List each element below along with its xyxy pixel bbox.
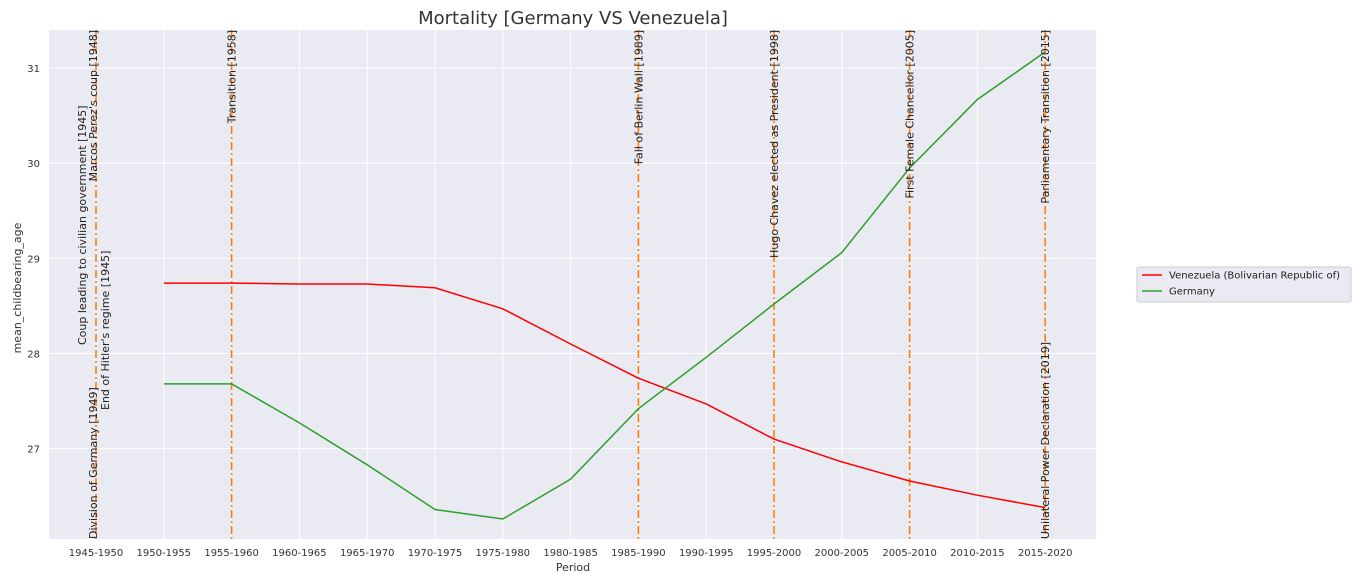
event-annotation: Transition [1958] xyxy=(226,30,239,124)
y-tick-label: 28 xyxy=(27,349,40,360)
y-tick-label: 27 xyxy=(27,445,40,456)
event-annotation: Unilateral Power Declaration [2019] xyxy=(1039,342,1052,539)
x-tick-label: 1980-1985 xyxy=(543,548,598,559)
x-tick-label: 1985-1990 xyxy=(611,548,666,559)
x-tick-label: 1975-1980 xyxy=(476,548,531,559)
x-tick-label: 1970-1975 xyxy=(408,548,463,559)
x-tick-label: 1995-2000 xyxy=(747,548,802,559)
event-annotations: Coup leading to civilian government [194… xyxy=(76,30,1052,539)
event-annotation: Division of Germany [1949] xyxy=(87,387,100,539)
x-tick-label: 1960-1965 xyxy=(272,548,327,559)
x-tick-label: 1955-1960 xyxy=(204,548,259,559)
chart-title: Mortality [Germany VS Venezuela] xyxy=(418,8,728,29)
series-line xyxy=(163,282,1046,509)
x-tick-label: 2015-2020 xyxy=(1018,548,1073,559)
x-tick-label: 1945-1950 xyxy=(69,548,124,559)
x-tick-label: 2000-2005 xyxy=(815,548,870,559)
y-tick-label: 30 xyxy=(27,159,40,170)
x-tick-label: 1950-1955 xyxy=(137,548,192,559)
event-annotation: End of Hitler's regime [1945] xyxy=(99,251,112,410)
x-tick-label: 1965-1970 xyxy=(340,548,395,559)
event-annotation: Fall of Berlin Wall [1989] xyxy=(632,30,645,164)
event-annotation: Coup leading to civilian government [194… xyxy=(76,105,89,345)
y-tick-label: 29 xyxy=(27,254,40,265)
event-lines xyxy=(95,30,1046,539)
legend: Venezuela (Bolivarian Republic of) German… xyxy=(1136,266,1352,303)
legend-box xyxy=(1136,266,1352,303)
event-annotation: Marcos Perez's coup [1948] xyxy=(87,30,100,181)
event-annotation: First Female Chancellor [2005] xyxy=(904,30,917,199)
x-tick-label: 1990-1995 xyxy=(679,548,734,559)
series-lines xyxy=(163,51,1046,520)
x-tick-labels: 1945-1950 1950-1955 1955-1960 1960-1965 1965… xyxy=(69,548,1073,559)
legend-label: Venezuela (Bolivarian Republic of) xyxy=(1169,271,1340,282)
y-tick-labels: 27 28 29 30 31 xyxy=(27,64,40,456)
x-tick-label: 2010-2015 xyxy=(950,548,1005,559)
event-annotation: Parliamentary Transition [2015] xyxy=(1039,30,1052,204)
y-tick-label: 31 xyxy=(27,64,40,75)
y-axis-label: mean_childbearing_age xyxy=(11,222,24,353)
legend-label: Germany xyxy=(1169,287,1215,298)
event-annotation: Hugo Chavez elected as President [1998] xyxy=(768,30,781,258)
plot-background xyxy=(49,30,1096,539)
x-axis-label: Period xyxy=(556,561,590,574)
x-tick-label: 2005-2010 xyxy=(882,548,937,559)
series-line xyxy=(163,51,1046,520)
